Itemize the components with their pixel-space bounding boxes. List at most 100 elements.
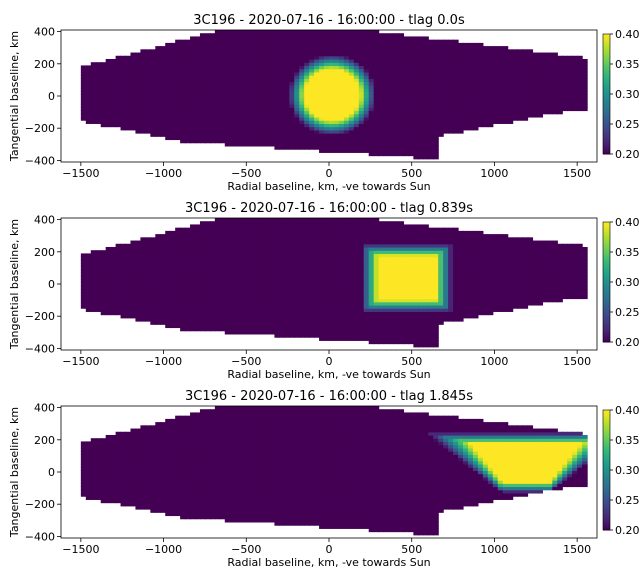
heatmap-cell: [125, 282, 132, 287]
heatmap-cell: [195, 321, 201, 325]
heatmap-cell: [358, 136, 365, 141]
heatmap-cell: [80, 279, 87, 283]
heatmap-cell: [358, 269, 365, 274]
heatmap-cell: [294, 224, 300, 229]
heatmap-cell: [249, 139, 256, 144]
heatmap-cell: [393, 71, 400, 76]
heatmap-cell: [299, 65, 305, 70]
heatmap-cell: [90, 107, 97, 112]
heatmap-cell: [120, 314, 127, 319]
heatmap-cell: [195, 110, 201, 115]
heatmap-cell: [388, 107, 395, 112]
heatmap-cell: [472, 113, 479, 118]
heatmap-cell: [343, 308, 350, 312]
heatmap-cell: [522, 58, 529, 63]
heatmap-cell: [492, 100, 499, 105]
heatmap-cell: [135, 78, 141, 83]
heatmap-cell: [195, 120, 201, 124]
heatmap-cell: [343, 259, 350, 264]
heatmap-cell: [403, 145, 409, 150]
heatmap-cell: [155, 240, 161, 245]
heatmap-cell: [110, 113, 117, 118]
heatmap-cell: [408, 65, 414, 70]
heatmap-cell: [542, 94, 548, 99]
heatmap-cell: [324, 259, 330, 264]
heatmap-cell: [388, 71, 395, 76]
heatmap-cell: [190, 292, 196, 296]
heatmap-cell: [413, 110, 419, 115]
heatmap-cell: [329, 282, 335, 287]
heatmap-cell: [279, 266, 285, 271]
heatmap-cell: [239, 298, 246, 303]
heatmap-cell: [170, 282, 176, 287]
heatmap-cell: [150, 75, 156, 79]
heatmap-cell: [234, 243, 241, 248]
heatmap-cell: [254, 126, 261, 131]
heatmap-cell: [224, 123, 231, 128]
heatmap-cell: [130, 288, 137, 293]
heatmap-cell: [180, 104, 186, 108]
heatmap-cell: [458, 116, 464, 121]
heatmap-cell: [299, 139, 305, 144]
heatmap-cell: [472, 104, 479, 108]
heatmap-cell: [299, 81, 305, 86]
heatmap-cell: [324, 33, 330, 38]
heatmap-cell: [358, 91, 365, 95]
heatmap-cell: [224, 65, 231, 70]
heatmap-cell: [393, 145, 400, 150]
heatmap-cell: [125, 308, 132, 312]
heatmap-cell: [388, 136, 395, 141]
heatmap-cell: [458, 65, 464, 70]
heatmap-cell: [140, 71, 146, 76]
heatmap-cell: [363, 116, 370, 121]
heatmap-cell: [577, 81, 583, 86]
heatmap-cell: [115, 292, 122, 296]
heatmap-cell: [249, 65, 256, 70]
heatmap-cell: [115, 243, 122, 248]
heatmap-cell: [204, 266, 211, 271]
heatmap-cell: [324, 298, 330, 303]
heatmap-cell: [100, 256, 107, 261]
heatmap-cell: [363, 282, 370, 287]
heatmap-cell: [333, 304, 340, 309]
heatmap-cell: [274, 292, 280, 296]
heatmap-cell: [214, 308, 221, 312]
heatmap-cell: [294, 275, 300, 280]
heatmap-cell: [135, 104, 141, 108]
heatmap-cell: [348, 256, 355, 261]
heatmap-cell: [537, 84, 543, 89]
heatmap-cell: [274, 314, 280, 319]
heatmap-cell: [150, 272, 156, 277]
heatmap-cell: [467, 52, 474, 57]
heatmap-cell: [388, 84, 395, 89]
heatmap-cell: [289, 100, 295, 105]
heatmap-cell: [279, 295, 285, 300]
heatmap-cell: [378, 58, 385, 63]
heatmap-cell: [552, 100, 558, 105]
heatmap-cell: [358, 149, 365, 153]
heatmap-cell: [209, 308, 216, 312]
heatmap-cell: [195, 243, 201, 248]
heatmap-cell: [269, 237, 275, 242]
heatmap-cell: [259, 253, 266, 258]
heatmap-cell: [324, 237, 330, 242]
heatmap-cell: [358, 107, 365, 112]
heatmap-cell: [378, 145, 385, 150]
heatmap-cell: [190, 39, 196, 44]
heatmap-cell: [244, 116, 251, 121]
heatmap-cell: [482, 62, 489, 67]
heatmap-cell: [329, 298, 335, 303]
heatmap-cell: [155, 68, 161, 73]
heatmap-cell: [234, 33, 241, 38]
heatmap-cell: [383, 145, 390, 150]
heatmap-cell: [224, 234, 231, 238]
heatmap-cell: [567, 62, 573, 67]
heatmap-cell: [438, 49, 444, 54]
heatmap-cell: [239, 104, 246, 108]
heatmap-cell: [418, 46, 424, 50]
heatmap-cell: [368, 133, 375, 137]
heatmap-cell: [299, 46, 305, 50]
heatmap-cell: [443, 55, 449, 60]
heatmap-cell: [353, 272, 360, 277]
heatmap-cell: [170, 234, 176, 238]
